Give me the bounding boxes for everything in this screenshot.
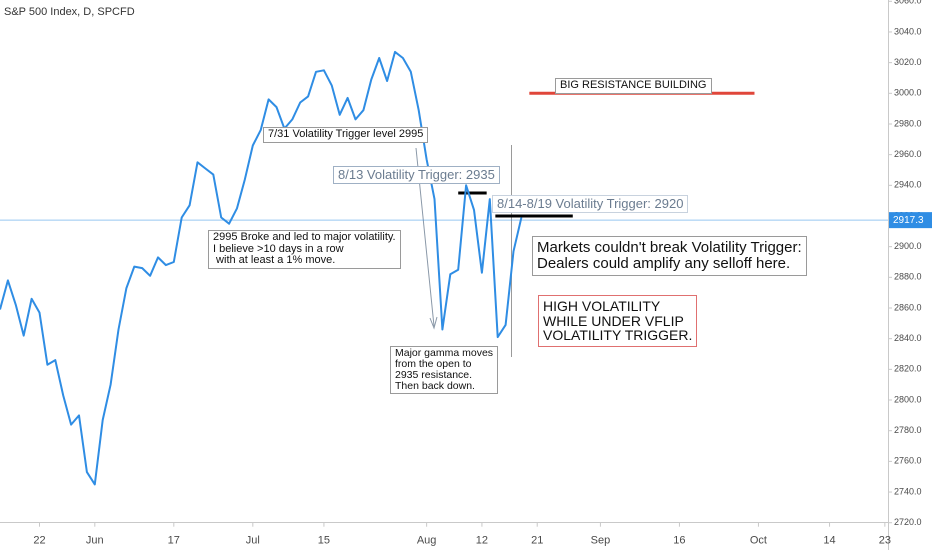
x-tick-label: 15 [318, 535, 330, 547]
annotation: Markets couldn't break Volatility Trigge… [532, 236, 807, 276]
annotation-line: 8/13 Volatility Trigger: 2935 [338, 167, 495, 182]
y-tick-label: 2720.0 [894, 517, 922, 527]
last-price-label: 2917.3 [893, 215, 924, 226]
annotation-line: VOLATILITY TRIGGER. [543, 327, 693, 344]
x-tick-label: 17 [168, 535, 180, 547]
x-tick-label: 16 [673, 535, 685, 547]
annotation: BIG RESISTANCE BUILDING [555, 78, 712, 94]
annotation-line: 2935 resistance. [395, 369, 473, 382]
annotation: 8/13 Volatility Trigger: 2935 [333, 166, 500, 184]
y-tick-label: 3020.0 [894, 57, 922, 67]
y-tick-label: 2760.0 [894, 456, 922, 466]
y-tick-label: 3040.0 [894, 26, 922, 36]
x-tick-label: 21 [531, 535, 543, 547]
annotation-line: 2995 Broke and led to major volatility. [213, 231, 396, 243]
annotation-line: HIGH VOLATILITY [543, 298, 661, 314]
annotation-line: 7/31 Volatility Trigger level 2995 [268, 128, 424, 140]
x-tick-label: Jul [246, 535, 260, 547]
y-tick-label: 2980.0 [894, 118, 922, 128]
y-tick-label: 2800.0 [894, 394, 922, 404]
y-tick-label: 3000.0 [894, 88, 922, 98]
x-tick-label: Oct [750, 535, 767, 547]
annotation: 7/31 Volatility Trigger level 2995 [263, 127, 429, 143]
annotation-line: Dealers could amplify any selloff here. [537, 254, 791, 272]
annotation-line: from the open to [395, 358, 472, 371]
x-tick-label: Jun [86, 535, 104, 547]
x-tick-label: 22 [33, 535, 45, 547]
x-tick-label: 23 [879, 535, 891, 547]
arrow-head [429, 316, 438, 330]
annotation-line: BIG RESISTANCE BUILDING [560, 79, 707, 91]
annotation-line: 8/14-8/19 Volatility Trigger: 2920 [497, 196, 684, 211]
y-tick-label: 2880.0 [894, 272, 922, 282]
annotation-line: WHILE UNDER VFLIP [543, 312, 684, 329]
y-tick-label: 2860.0 [894, 302, 922, 312]
x-tick-label: Sep [591, 535, 611, 547]
annotation: Major gamma moves from the open to 2935 re… [390, 346, 499, 395]
annotation: HIGH VOLATILITY WHILE UNDER VFLIP VOLATILI… [538, 295, 698, 348]
y-tick-label: 3060.0 [894, 0, 922, 6]
x-tick-label: Aug [417, 535, 437, 547]
y-tick-label: 2820.0 [894, 364, 922, 374]
x-tick-label: 12 [476, 535, 488, 547]
annotation: 2995 Broke and led to major volatility. I… [208, 230, 401, 269]
y-tick-label: 2840.0 [894, 333, 922, 343]
annotation-line: with at least a 1% move. [213, 254, 336, 267]
annotation-line: Markets couldn't break Volatility Trigge… [537, 239, 802, 256]
annotation: 8/14-8/19 Volatility Trigger: 2920 [492, 195, 689, 213]
annotation-line: I believe >10 days in a row [213, 242, 344, 255]
y-tick-label: 2780.0 [894, 425, 922, 435]
y-tick-label: 2940.0 [894, 180, 922, 190]
y-tick-label: 2900.0 [894, 241, 922, 251]
chart-title: S&P 500 Index, D, SPCFD [4, 6, 135, 18]
price-line [0, 50, 523, 486]
annotation-line: Major gamma moves [395, 347, 494, 359]
y-tick-label: 2740.0 [894, 486, 922, 496]
annotation-line: Then back down. [395, 380, 475, 393]
x-tick-label: 14 [823, 535, 835, 547]
y-tick-label: 2960.0 [894, 149, 922, 159]
last-price-box [889, 212, 932, 229]
